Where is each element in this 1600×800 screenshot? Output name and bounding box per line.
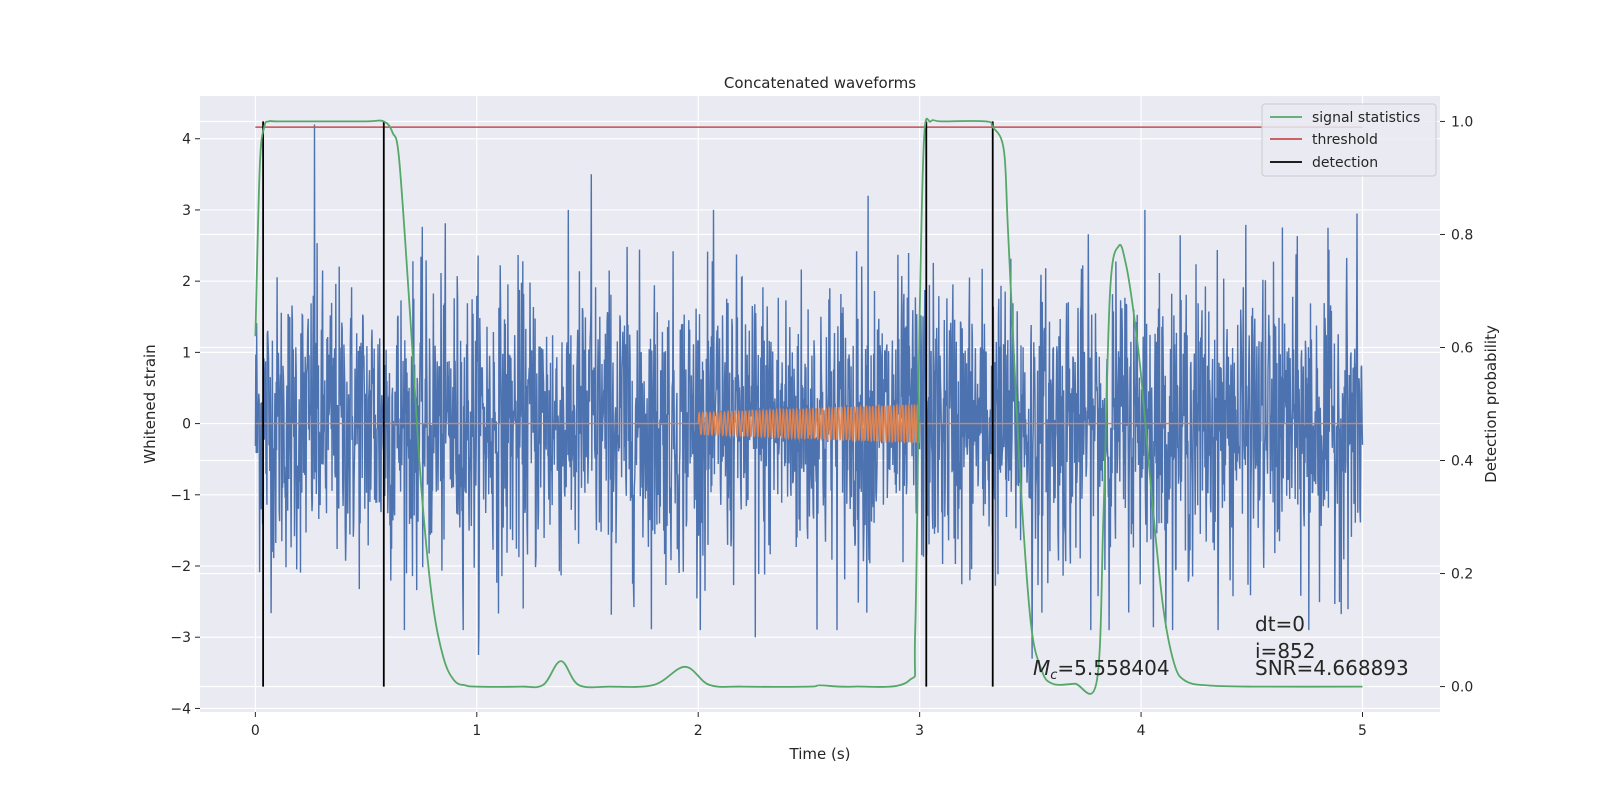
y-tick-label-1: −3 [170, 630, 191, 646]
x-tick-label-2: 2 [694, 723, 703, 739]
x-tick-label-5: 5 [1358, 723, 1367, 739]
x-tick-label-0: 0 [251, 723, 260, 739]
series-detection [262, 121, 994, 687]
legend-label-signal-statistics: signal statistics [1312, 110, 1420, 126]
legend-frame [1261, 103, 1437, 177]
y-tick-label-2: −2 [170, 559, 191, 575]
y-tick-label-3: −1 [170, 488, 191, 504]
y2-axis-label: Detection probability [1482, 325, 1500, 483]
y-tick-label-0: −4 [170, 701, 191, 717]
y2-tick-label-3: 0.6 [1451, 340, 1473, 356]
y-tick-label-4: 0 [182, 417, 191, 433]
legend-label-detection: detection [1312, 155, 1378, 171]
y2-tick-label-0: 0.0 [1451, 680, 1473, 696]
x-tick-label-1: 1 [472, 723, 481, 739]
y2-tick-label-2: 0.4 [1451, 454, 1473, 470]
annotation-snr: SNR=4.668893 [1255, 656, 1409, 680]
y2-tick-label-5: 1.0 [1451, 114, 1473, 130]
y2-tick-label-4: 0.8 [1451, 227, 1473, 243]
y-axis-label: Whitened strain [141, 344, 159, 463]
x-tick-label-4: 4 [1137, 723, 1146, 739]
y-tick-label-6: 2 [182, 274, 191, 290]
y-tick-label-8: 4 [182, 132, 191, 148]
x-axis-label: Time (s) [789, 745, 851, 763]
legend-label-threshold: threshold [1312, 132, 1378, 148]
series-signal-statistics [254, 117, 1363, 695]
annotation-mc: Mc=5.558404 [1033, 656, 1170, 683]
legend: signal statistics threshold detection [1261, 103, 1437, 177]
chart-title: Concatenated waveforms [724, 74, 916, 92]
series-template [255, 402, 1363, 445]
y2-axis: 0.0 0.2 0.4 0.6 0.8 1.0 [1440, 114, 1473, 696]
x-axis: 0 1 2 3 4 5 [251, 712, 1367, 739]
annotation-mc-value: =5.558404 [1057, 656, 1169, 680]
y2-tick-label-1: 0.2 [1451, 567, 1473, 583]
y-tick-label-7: 3 [182, 203, 191, 219]
annotation-dt: dt=0 [1255, 612, 1305, 636]
x-tick-label-3: 3 [915, 723, 924, 739]
y-axis: −4 −3 −2 −1 0 1 2 3 4 [170, 132, 200, 717]
y-tick-label-5: 1 [182, 345, 191, 361]
annotation-i: i=852 [1255, 639, 1316, 663]
